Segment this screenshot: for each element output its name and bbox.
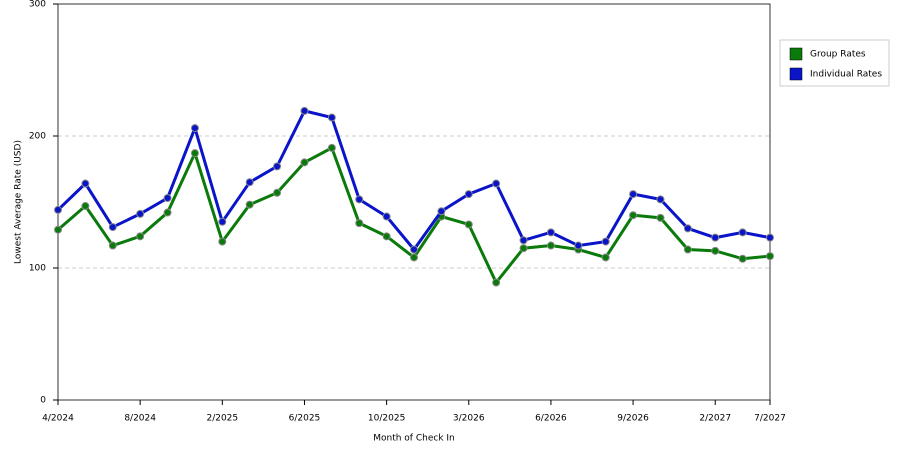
data-point <box>492 278 501 287</box>
x-tick-label: 6/2025 <box>289 414 321 424</box>
data-point <box>382 212 391 221</box>
data-point <box>711 233 720 242</box>
data-point <box>464 190 473 199</box>
data-point <box>519 236 528 245</box>
series-line <box>56 109 771 252</box>
data-point <box>601 253 610 262</box>
data-point <box>81 179 90 188</box>
y-tick-label: 300 <box>29 0 46 10</box>
y-axis-title: Lowest Average Rate (USD) <box>14 140 24 264</box>
data-point <box>136 232 145 241</box>
data-point <box>190 149 199 158</box>
data-point <box>300 158 309 167</box>
data-point <box>327 143 336 152</box>
x-tick-label: 4/2024 <box>42 414 74 424</box>
data-point <box>546 228 555 237</box>
data-point <box>738 228 747 237</box>
data-point <box>81 201 90 210</box>
data-point <box>273 188 282 197</box>
x-axis-title: Month of Check In <box>373 434 455 444</box>
plot-frame <box>57 3 771 401</box>
data-point <box>108 241 117 250</box>
data-point <box>574 241 583 250</box>
x-tick-label: 2/2027 <box>699 414 731 424</box>
data-point <box>273 162 282 171</box>
data-point <box>382 232 391 241</box>
data-point <box>711 246 720 255</box>
data-point <box>683 245 692 254</box>
data-point <box>464 220 473 229</box>
data-point <box>683 224 692 233</box>
data-point <box>766 233 774 242</box>
data-point <box>54 205 62 214</box>
data-point <box>492 179 501 188</box>
y-tick-label: 200 <box>29 132 46 142</box>
data-point <box>738 254 747 263</box>
data-point <box>54 225 62 234</box>
data-point <box>245 200 254 209</box>
data-point <box>437 207 446 216</box>
data-point <box>410 245 418 254</box>
data-point <box>327 113 336 122</box>
legend-swatch <box>789 67 803 81</box>
data-point <box>190 124 199 133</box>
data-point <box>629 211 638 220</box>
data-point <box>656 195 665 204</box>
data-point <box>218 237 227 246</box>
data-point <box>519 244 528 253</box>
data-point <box>163 208 172 217</box>
y-tick-label: 0 <box>40 396 46 406</box>
legend-label: Group Rates <box>810 50 866 60</box>
x-tick-label: 10/2025 <box>368 414 405 424</box>
data-point <box>136 209 145 218</box>
data-point <box>546 241 555 250</box>
x-tick-label: 6/2026 <box>535 414 567 424</box>
data-point <box>355 219 364 228</box>
data-point <box>766 252 774 261</box>
data-point <box>300 106 309 115</box>
data-point <box>601 237 610 246</box>
data-point <box>410 253 418 262</box>
data-point <box>108 223 117 232</box>
data-point <box>218 217 227 226</box>
x-tick-label: 7/2027 <box>754 414 786 424</box>
y-tick-label: 100 <box>29 264 46 274</box>
data-point <box>163 194 172 203</box>
x-tick-label: 9/2026 <box>617 414 649 424</box>
legend-box <box>779 39 890 87</box>
x-tick-label: 2/2025 <box>206 414 238 424</box>
data-point <box>355 195 364 204</box>
data-point <box>629 190 638 199</box>
x-tick-label: 3/2026 <box>453 414 485 424</box>
x-tick-label: 8/2024 <box>124 414 156 424</box>
data-point <box>245 178 254 187</box>
legend-label: Individual Rates <box>810 70 882 80</box>
data-point <box>656 213 665 222</box>
legend-swatch <box>789 47 803 61</box>
